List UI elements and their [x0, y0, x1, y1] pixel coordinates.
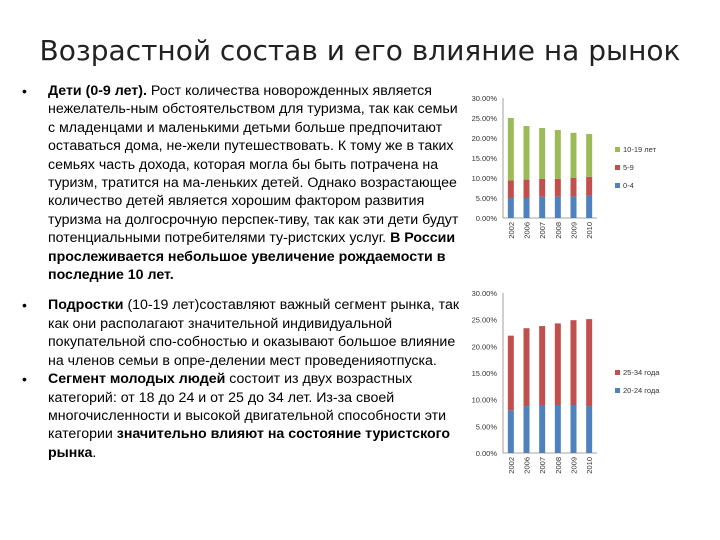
bar-segment [523, 126, 530, 180]
bullet-tail: . [92, 444, 97, 461]
y-tick-label: 20.00% [472, 342, 498, 351]
x-tick-label: 2002 [507, 222, 516, 239]
x-tick-label: 2010 [585, 457, 594, 474]
legend-label: 10-19 лет [623, 145, 657, 154]
chart-young-adults: 0.00% 5.00% 10.00% 15.00% 20.00% 25.00% 30.00%… [472, 289, 661, 474]
x-tick-label: 2002 [507, 457, 516, 474]
legend-swatch [615, 370, 620, 375]
legend-swatch [615, 183, 620, 188]
bar-segment [554, 130, 561, 179]
bullet-text: (10-19 лет)составляют важный сегмент рын… [48, 297, 460, 369]
y-tick-label: 10.00% [472, 174, 498, 183]
bar-segment [570, 178, 577, 197]
y-tick-label: 10.00% [472, 396, 498, 405]
bar-segment [523, 179, 530, 198]
bullet-text: состоит из двух возрастных категорий: от… [48, 371, 447, 443]
bar-segment [586, 176, 593, 196]
bar-segment [539, 178, 546, 197]
legend-swatch [615, 165, 620, 170]
bar-segment [570, 405, 577, 453]
bullet-bold-2: В России прослеживается небольшое увелич… [48, 230, 456, 284]
bar-segment [570, 132, 577, 178]
bullet-teens: • Подростки (10-19 лет)составляют важный… [22, 296, 462, 370]
y-tick-label: 0.00% [476, 449, 498, 458]
bullet-list: • Дети (0-9 лет). Рост количества новоро… [22, 82, 462, 462]
y-tick-label: 15.00% [472, 154, 498, 163]
bullet-dot-icon: • [22, 371, 27, 388]
bar-segment [523, 198, 530, 218]
x-tick-label: 2006 [523, 457, 532, 474]
bar-segment [554, 405, 561, 453]
x-tick-label: 2006 [523, 222, 532, 239]
bar-segment [554, 178, 561, 197]
bar-segment [507, 410, 514, 453]
x-tick-label: 2008 [554, 222, 563, 239]
legend-swatch [615, 388, 620, 393]
y-tick-label: 0.00% [476, 214, 498, 223]
bar-segment [570, 320, 577, 405]
x-tick-label: 2007 [538, 222, 547, 239]
bar-segment [554, 323, 561, 405]
bar-segment [523, 406, 530, 453]
y-tick-label: 15.00% [472, 369, 498, 378]
bar-segment [539, 128, 546, 179]
x-tick-label: 2007 [538, 457, 547, 474]
legend-label: 25-34 года [623, 368, 660, 377]
bullet-bold: Сегмент молодых людей [48, 371, 226, 388]
y-tick-label: 5.00% [476, 194, 498, 203]
y-tick-label: 25.00% [472, 114, 498, 123]
bar-segment [586, 319, 593, 407]
bullet-children: • Дети (0-9 лет). Рост количества новоро… [22, 82, 462, 284]
x-tick-label: 2009 [570, 222, 579, 239]
x-tick-label: 2009 [570, 457, 579, 474]
bar-segment [507, 335, 514, 411]
x-tick-label: 2010 [585, 222, 594, 239]
bar-segment [539, 326, 546, 405]
x-tick-label: 2008 [554, 457, 563, 474]
bar-segment [523, 328, 530, 407]
bullet-bold: Дети (0-9 лет). [48, 83, 147, 99]
bullet-young: • Сегмент молодых людей состоит из двух … [22, 370, 462, 462]
bar-segment [507, 180, 514, 198]
y-tick-label: 30.00% [472, 94, 498, 103]
slide-title: Возрастной состав и его влияние на рынок [39, 34, 681, 67]
legend-label: 5-9 [623, 163, 634, 172]
legend-swatch [615, 147, 620, 152]
chart-children-teens: 0.00% 5.00% 10.00% 15.00% 20.00% 25.00% 30.00%… [472, 94, 657, 239]
bar-segment [507, 198, 514, 218]
bullet-bold: Подростки [48, 297, 124, 314]
bullet-text: Рост количества новорожденных является н… [48, 83, 459, 247]
bar-segment [586, 195, 593, 218]
bar-segment [507, 118, 514, 181]
bar-segment [570, 196, 577, 218]
y-tick-label: 30.00% [472, 289, 498, 298]
y-tick-label: 25.00% [472, 316, 498, 325]
bullet-dot-icon: • [22, 297, 27, 314]
bar-segment [539, 405, 546, 453]
bar-segment [539, 196, 546, 218]
legend-label: 0-4 [623, 181, 634, 190]
bullet-dot-icon: • [22, 83, 27, 99]
bar-segment [586, 134, 593, 177]
legend-label: 20-24 года [623, 386, 660, 395]
bar-segment [554, 196, 561, 218]
bar-segment [586, 406, 593, 453]
y-tick-label: 20.00% [472, 134, 498, 143]
bullet-bold-2: значительно влияют на состояние туристск… [48, 426, 451, 461]
y-tick-label: 5.00% [476, 422, 498, 431]
